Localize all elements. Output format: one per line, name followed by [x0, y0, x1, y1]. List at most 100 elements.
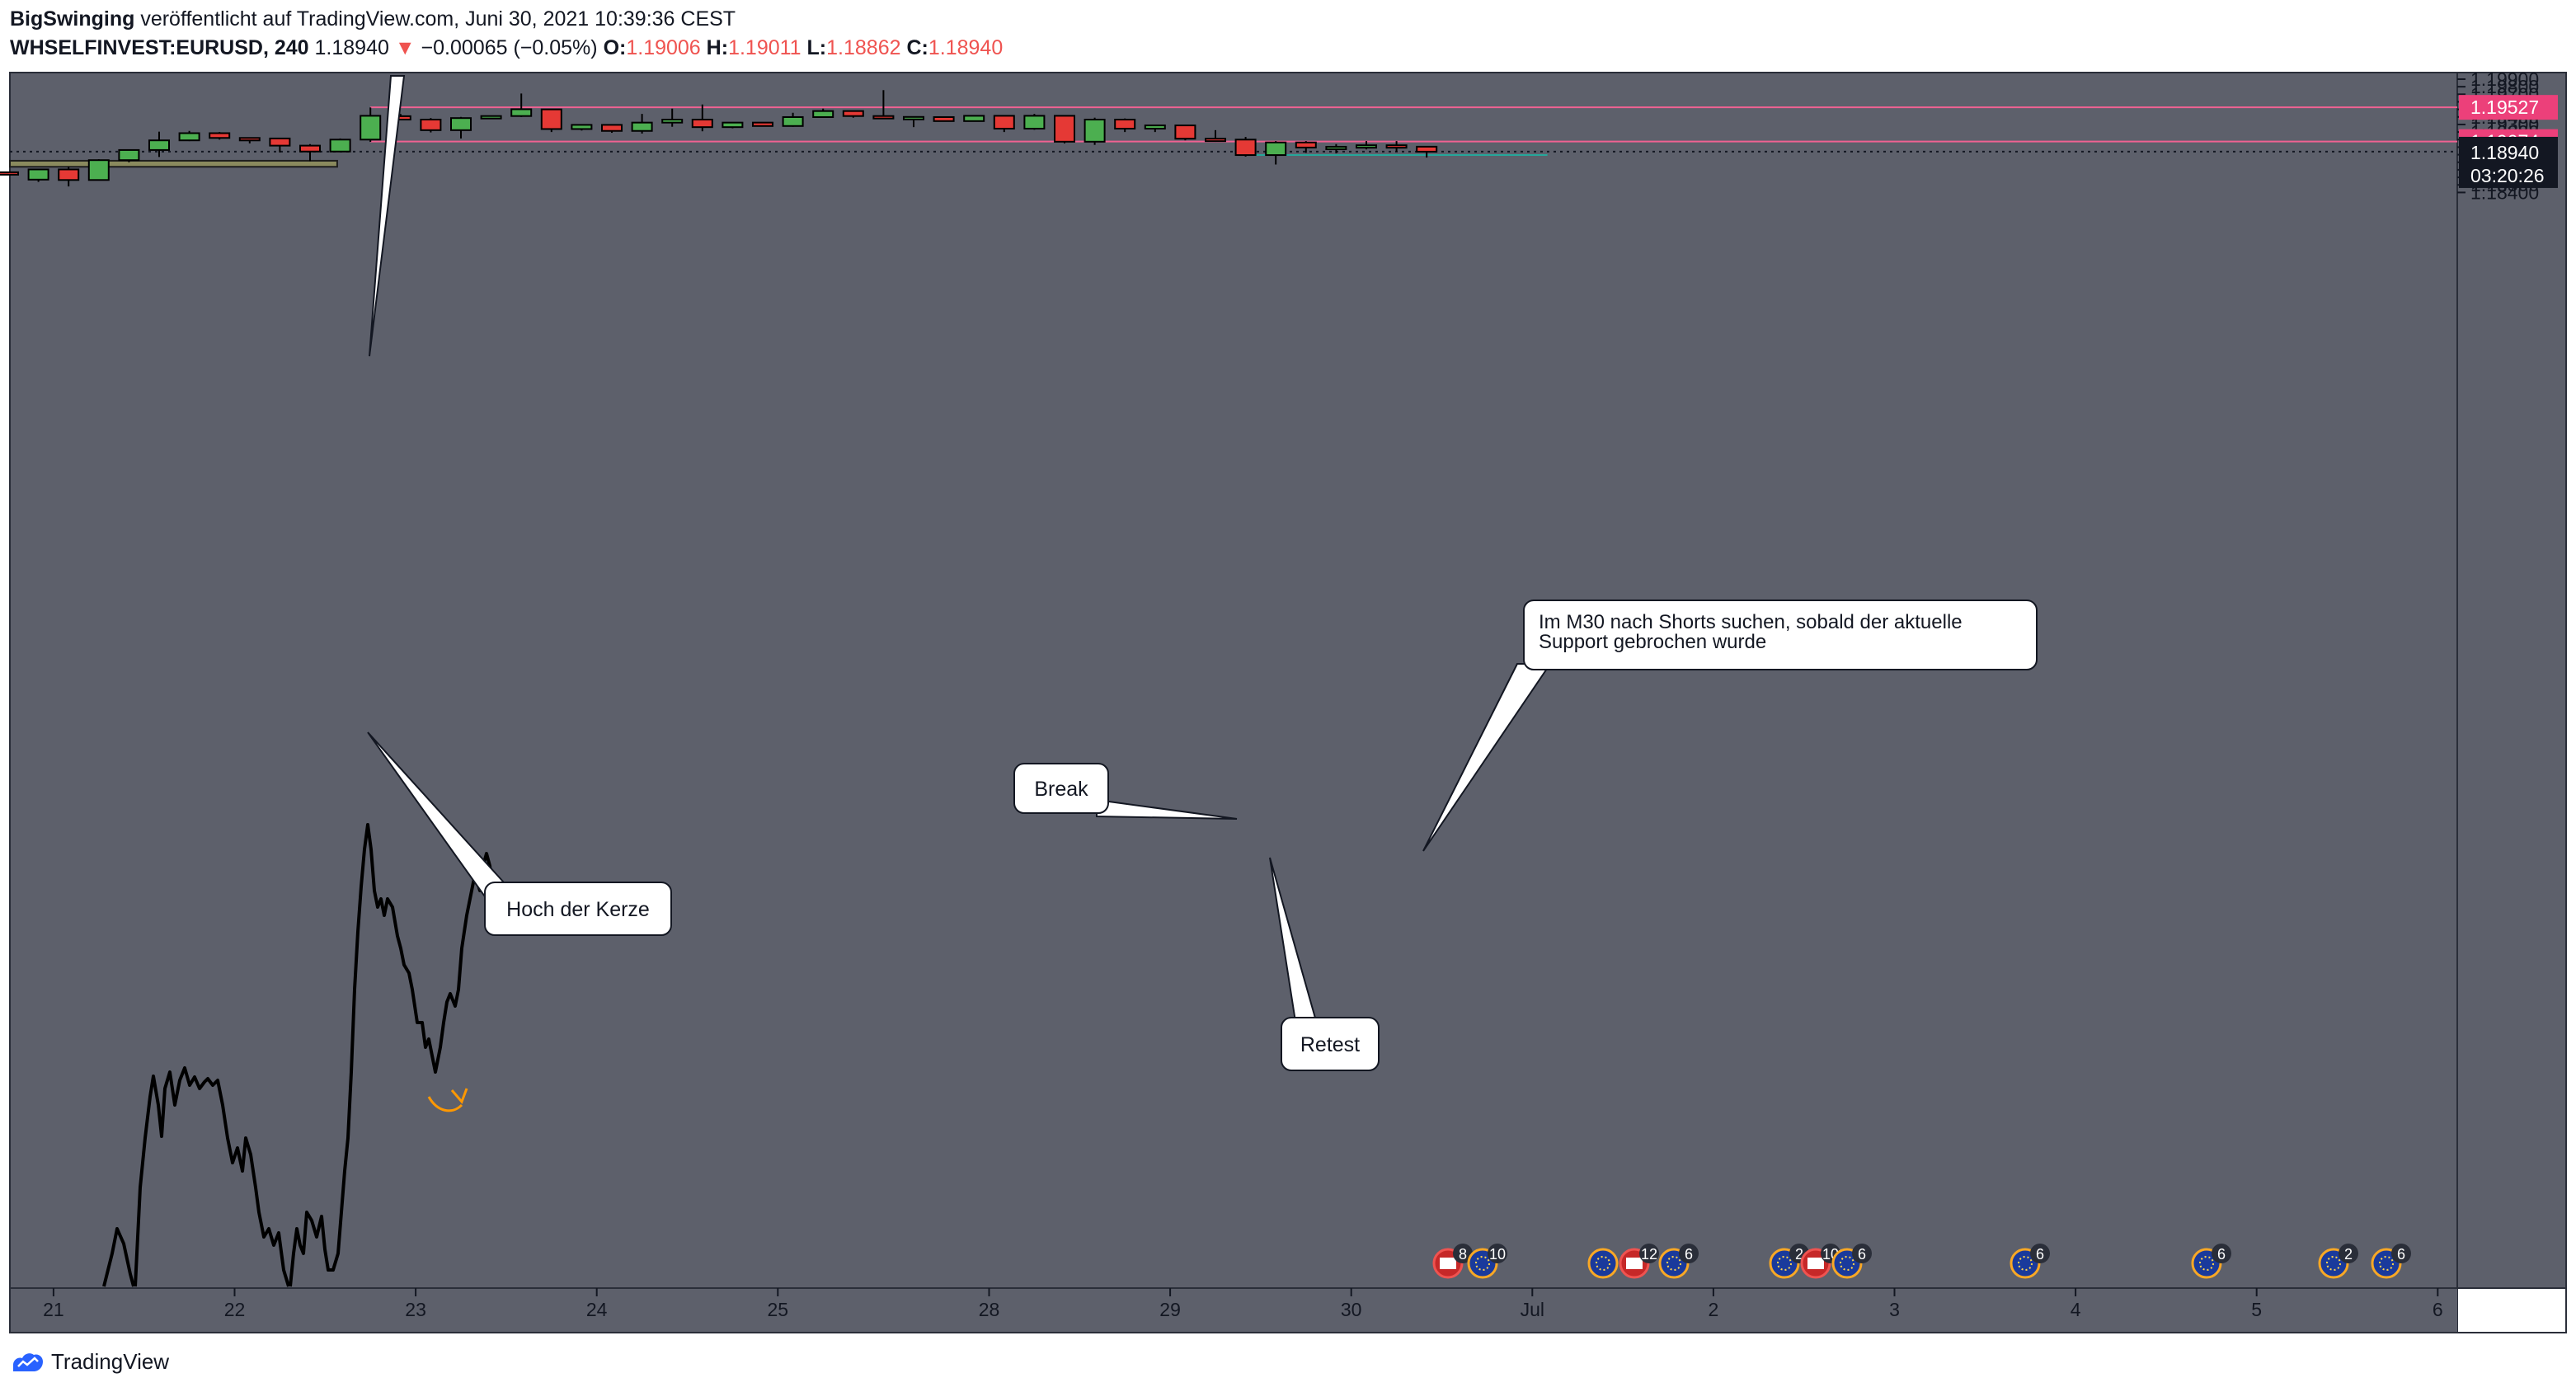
candle-body[interactable]: [1023, 115, 1046, 129]
candle-body[interactable]: [238, 137, 261, 142]
candle-body[interactable]: [782, 115, 804, 127]
eu-stars: [1666, 1256, 1681, 1271]
candle-body[interactable]: [540, 108, 562, 130]
x-tick-label: 3: [1889, 1299, 1900, 1320]
event-count-label: 2: [2344, 1246, 2353, 1263]
candle-body[interactable]: [450, 117, 472, 131]
candle-body[interactable]: [571, 124, 593, 130]
candle-body[interactable]: [963, 115, 985, 122]
event-count-label: 8: [1459, 1246, 1467, 1263]
event-count-badge: [2391, 1244, 2411, 1263]
candle-body[interactable]: [812, 110, 834, 118]
last-price: 1.18940: [314, 36, 389, 59]
callout-text-retest: Retest: [1300, 1033, 1360, 1056]
event-count-label: 10: [1489, 1246, 1506, 1263]
candle-body[interactable]: [480, 115, 502, 120]
x-tick-label: 29: [1159, 1299, 1181, 1320]
candle-body[interactable]: [903, 115, 924, 120]
candle-body[interactable]: [722, 121, 744, 129]
eu-stars: [2018, 1256, 2033, 1271]
demand-zone[interactable]: [9, 159, 338, 168]
callout-text-break: Break: [1034, 778, 1088, 801]
last-price-badge: [2459, 136, 2558, 188]
candle-body[interactable]: [872, 115, 895, 120]
price-axis-background[interactable]: [2457, 73, 2566, 1288]
candle-body[interactable]: [752, 121, 773, 127]
candle-body[interactable]: [631, 121, 653, 132]
candle-body[interactable]: [691, 119, 713, 129]
callout-box-retest[interactable]: [1281, 1017, 1380, 1071]
callout-text-shorts: Im M30 nach Shorts suchen, sobald der ak…: [1539, 611, 1963, 653]
candle-body[interactable]: [178, 132, 200, 142]
event-count-label: 6: [2397, 1246, 2405, 1263]
x-tick-label: Jul: [1521, 1299, 1544, 1320]
flag-stripes: [1626, 1258, 1643, 1269]
candle-body[interactable]: [1054, 115, 1075, 143]
eu-stars: [2379, 1256, 2394, 1271]
low-value: 1.18862: [826, 36, 901, 59]
eu-stars: [1840, 1256, 1854, 1271]
level-price-label: 1.19527: [2470, 96, 2539, 118]
candle-body[interactable]: [269, 137, 291, 147]
candle-body[interactable]: [1416, 145, 1438, 153]
candle-body[interactable]: [420, 119, 442, 131]
candle-body[interactable]: [329, 139, 351, 153]
candle-body[interactable]: [118, 148, 140, 162]
candle-body[interactable]: [87, 159, 110, 181]
candle-body[interactable]: [993, 115, 1015, 129]
candle-body[interactable]: [1205, 138, 1226, 143]
eu-stars: [2199, 1256, 2214, 1271]
time-axis-background[interactable]: [10, 1288, 2457, 1333]
callout-box-break[interactable]: [1013, 763, 1109, 814]
candle-body[interactable]: [0, 171, 19, 176]
x-tick-label: 6: [2433, 1299, 2443, 1320]
y-tick-label: 1.19900: [2470, 68, 2539, 90]
eu-flag-event-icon[interactable]: [1587, 1248, 1619, 1279]
x-tick-label: 30: [1341, 1299, 1362, 1320]
flag-stripes: [1807, 1258, 1824, 1269]
candle-body[interactable]: [148, 139, 170, 151]
candle-body[interactable]: [842, 110, 864, 117]
plot-background[interactable]: [10, 73, 2457, 1288]
x-tick-label: 21: [43, 1299, 64, 1320]
curved-arrow-icon: [427, 1088, 468, 1112]
tradingview-brand[interactable]: TradingView: [12, 1349, 169, 1375]
candle-body[interactable]: [1114, 119, 1136, 129]
flag-stripes: [1440, 1258, 1456, 1269]
candle-body[interactable]: [1174, 125, 1196, 140]
candle-body[interactable]: [933, 115, 955, 122]
candle-body[interactable]: [1325, 145, 1347, 150]
event-count-label: 12: [1641, 1246, 1657, 1263]
eu-stars: [1596, 1256, 1610, 1271]
publish-text: veröffentlicht auf TradingView.com, Juni…: [140, 7, 736, 31]
close-label: C:: [906, 36, 928, 59]
x-tick-label: 28: [979, 1299, 1000, 1320]
event-count-label: 6: [1858, 1246, 1866, 1263]
candle-body[interactable]: [661, 119, 684, 124]
candle-body[interactable]: [601, 124, 623, 132]
event-count-badge: [1639, 1244, 1659, 1263]
x-tick-label: 25: [768, 1299, 789, 1320]
callout-box-high[interactable]: [484, 882, 672, 936]
candle-body[interactable]: [1295, 141, 1317, 148]
candle-body[interactable]: [209, 132, 231, 139]
candle-body[interactable]: [1234, 139, 1257, 157]
candle-body[interactable]: [299, 144, 321, 153]
candle-body[interactable]: [27, 168, 49, 181]
eu-stars: [1777, 1256, 1792, 1271]
symbol-label[interactable]: WHSELFINVEST:EURUSD, 240: [10, 36, 309, 59]
candle-body[interactable]: [1084, 119, 1106, 143]
candle-body[interactable]: [1144, 125, 1166, 129]
author-name[interactable]: BigSwinging: [10, 7, 135, 31]
candle-body[interactable]: [510, 108, 533, 117]
candle-body[interactable]: [1385, 144, 1408, 149]
candle-body[interactable]: [58, 168, 80, 181]
freehand-price-drawing[interactable]: [102, 823, 496, 1287]
event-count-badge: [1488, 1244, 1507, 1263]
callout-box-shorts[interactable]: [1523, 600, 2038, 670]
candle-body[interactable]: [1356, 144, 1377, 149]
candle-body[interactable]: [360, 115, 382, 141]
event-count-badge: [2339, 1244, 2358, 1263]
candle-body[interactable]: [1265, 141, 1287, 157]
